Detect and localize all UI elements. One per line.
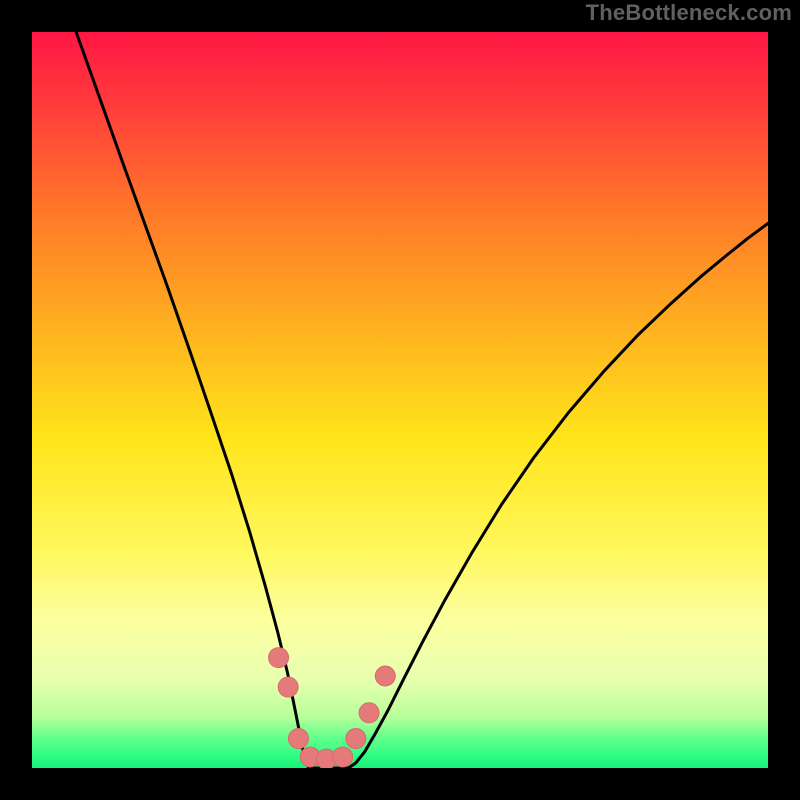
valley-marker <box>346 729 366 749</box>
attribution-watermark: TheBottleneck.com <box>586 0 792 26</box>
valley-marker <box>288 729 308 749</box>
valley-marker <box>375 666 395 686</box>
canvas-root: TheBottleneck.com <box>0 0 800 800</box>
valley-marker <box>333 747 353 767</box>
plot-background <box>32 32 768 768</box>
valley-marker <box>269 648 289 668</box>
bottleneck-chart <box>32 32 768 768</box>
valley-marker <box>278 677 298 697</box>
plot-area <box>32 32 768 768</box>
valley-marker <box>359 703 379 723</box>
